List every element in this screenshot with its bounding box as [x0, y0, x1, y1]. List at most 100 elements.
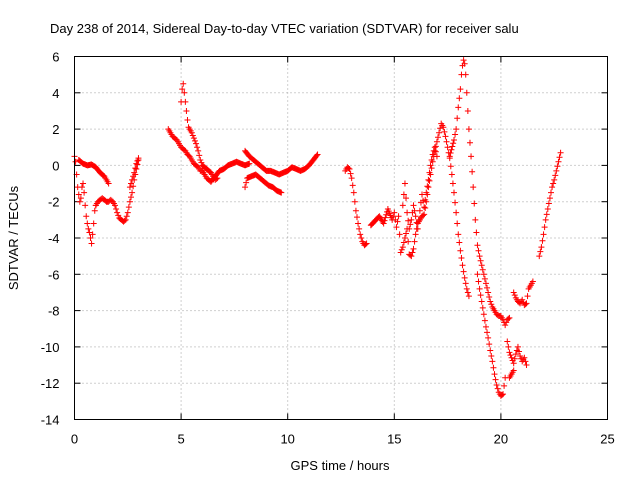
- data-point: [134, 157, 141, 164]
- data-point: [476, 285, 483, 292]
- data-point: [476, 253, 483, 260]
- data-point: [506, 314, 513, 321]
- data-point: [184, 117, 191, 124]
- x-axis-label: GPS time / hours: [291, 458, 390, 473]
- data-point: [556, 154, 563, 161]
- data-point: [132, 165, 139, 172]
- data-point: [485, 334, 492, 341]
- data-point: [479, 304, 486, 311]
- chart-title: Day 238 of 2014, Sidereal Day-to-day VTE…: [50, 21, 519, 36]
- data-point: [401, 235, 408, 241]
- data-point: [122, 216, 129, 223]
- data-point: [471, 200, 478, 207]
- data-point: [401, 180, 408, 187]
- data-point: [436, 129, 443, 136]
- data-point: [77, 195, 84, 202]
- data-point: [511, 292, 518, 299]
- plot-frame: [74, 56, 608, 420]
- data-point: [91, 207, 98, 214]
- data-point: [405, 238, 412, 245]
- data-point: [391, 209, 398, 216]
- data-point: [130, 173, 137, 180]
- data-point: [501, 382, 508, 389]
- data-point: [408, 253, 415, 260]
- data-point: [474, 242, 481, 249]
- data-point: [81, 189, 88, 196]
- data-point: [179, 86, 186, 93]
- data-point: [422, 205, 429, 212]
- data-point: [536, 253, 543, 260]
- x-tick-label: 5: [177, 432, 184, 447]
- data-point: [539, 237, 546, 244]
- data-point: [487, 298, 494, 305]
- data-point: [193, 140, 200, 147]
- data-point: [429, 151, 436, 158]
- data-point: [457, 247, 464, 254]
- data-point: [181, 89, 188, 96]
- data-point: [411, 207, 418, 214]
- data-point: [480, 271, 487, 278]
- data-point: [423, 189, 430, 196]
- data-point: [523, 362, 530, 369]
- data-point: [123, 213, 130, 220]
- data-point: [189, 132, 196, 139]
- data-point: [481, 317, 488, 324]
- data-point: [546, 195, 553, 202]
- data-point: [352, 207, 359, 214]
- data-point: [488, 301, 495, 308]
- data-point: [133, 160, 140, 167]
- data-point: [133, 166, 140, 173]
- data-point: [510, 289, 517, 296]
- data-point: [433, 153, 440, 160]
- data-point: [191, 137, 198, 144]
- data-point: [478, 262, 485, 269]
- data-point: [84, 220, 91, 227]
- data-point: [398, 246, 405, 253]
- data-point: [475, 247, 482, 254]
- data-point: [478, 298, 485, 305]
- data-point: [131, 169, 138, 176]
- data-point: [508, 354, 515, 361]
- data-point: [348, 175, 355, 182]
- data-point: [188, 129, 195, 136]
- data-point: [464, 289, 471, 296]
- data-point: [407, 221, 414, 228]
- data-point: [357, 231, 364, 238]
- data-point: [477, 257, 484, 264]
- data-point: [383, 211, 390, 218]
- data-point: [353, 214, 360, 221]
- data-point: [129, 176, 136, 183]
- data-point: [443, 138, 450, 145]
- data-point: [403, 195, 410, 202]
- data-point: [408, 216, 415, 223]
- data-point: [511, 355, 518, 362]
- data-point: [278, 189, 285, 196]
- data-point: [125, 204, 132, 211]
- data-point: [416, 207, 423, 214]
- data-point: [349, 182, 356, 189]
- data-point: [450, 189, 457, 196]
- y-tick-label: -12: [41, 376, 60, 391]
- data-point: [358, 235, 365, 241]
- data-point: [502, 322, 509, 329]
- data-point: [489, 358, 496, 365]
- data-point: [453, 209, 460, 216]
- data-point: [412, 213, 419, 220]
- data-point: [454, 220, 461, 227]
- data-point: [428, 165, 435, 172]
- data-point: [426, 169, 433, 176]
- data-point: [541, 224, 548, 231]
- data-point: [492, 376, 499, 383]
- data-point: [460, 268, 467, 275]
- data-point: [480, 311, 487, 318]
- data-point: [362, 241, 369, 248]
- data-point: [548, 189, 555, 196]
- data-point: [491, 371, 498, 378]
- data-point: [80, 180, 87, 187]
- data-point: [506, 349, 513, 356]
- data-point: [442, 133, 449, 140]
- data-point: [87, 235, 94, 241]
- data-point: [194, 144, 201, 151]
- data-point: [545, 200, 552, 207]
- data-point: [557, 149, 564, 156]
